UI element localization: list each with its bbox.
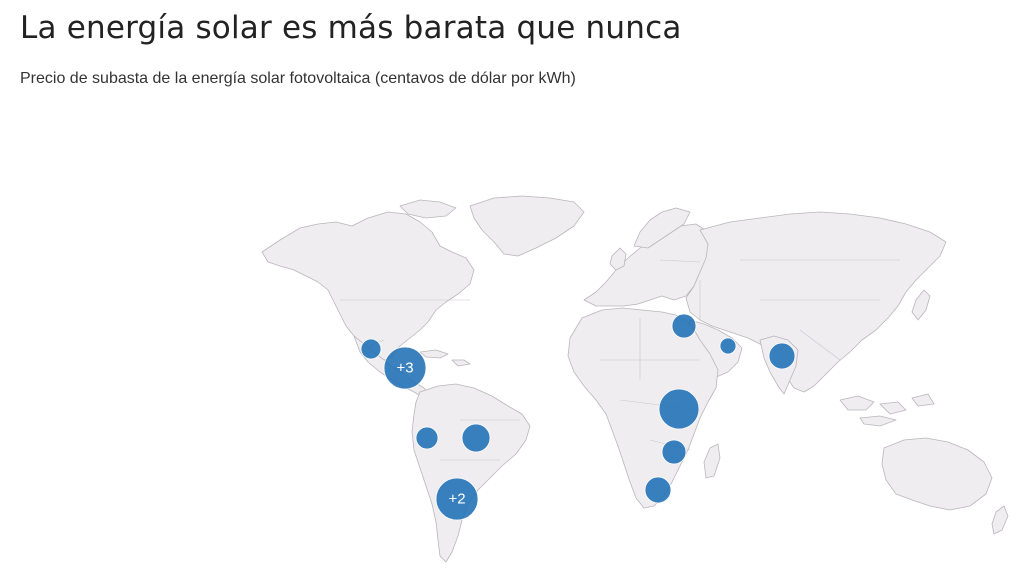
bubble-central-america[interactable]	[383, 346, 427, 390]
bubble-egypt[interactable]	[671, 313, 697, 339]
bubble-peru[interactable]	[415, 426, 439, 450]
bubble-south-africa[interactable]	[644, 476, 672, 504]
madagascar-landmass	[703, 443, 721, 479]
bubble-mexico-west[interactable]	[360, 338, 382, 360]
asia-landmass	[685, 211, 947, 393]
arctic-islands-landmass	[399, 199, 457, 219]
bubble-brazil[interactable]	[461, 423, 491, 453]
bubble-uae[interactable]	[719, 337, 737, 355]
north-america-landmass	[261, 211, 475, 361]
japan-landmass	[911, 289, 931, 321]
uk-landmass	[609, 247, 627, 271]
new-zealand-landmass	[991, 505, 1009, 535]
caribbean-islands	[419, 349, 471, 367]
southeast-asia-islands	[839, 393, 935, 427]
south-america-landmass	[411, 383, 531, 563]
bubble-east-africa[interactable]	[658, 388, 700, 430]
scandinavia-landmass	[633, 207, 691, 249]
bubble-india[interactable]	[768, 342, 796, 370]
greenland-landmass	[469, 195, 585, 257]
bubble-argentina-chile[interactable]	[435, 477, 479, 521]
page-title: La energía solar es más barata que nunca	[20, 10, 682, 46]
australia-landmass	[881, 437, 993, 511]
land-layer	[261, 195, 1009, 563]
page-subtitle: Precio de subasta de la energía solar fo…	[20, 70, 576, 87]
bubble-zambia[interactable]	[661, 439, 687, 465]
